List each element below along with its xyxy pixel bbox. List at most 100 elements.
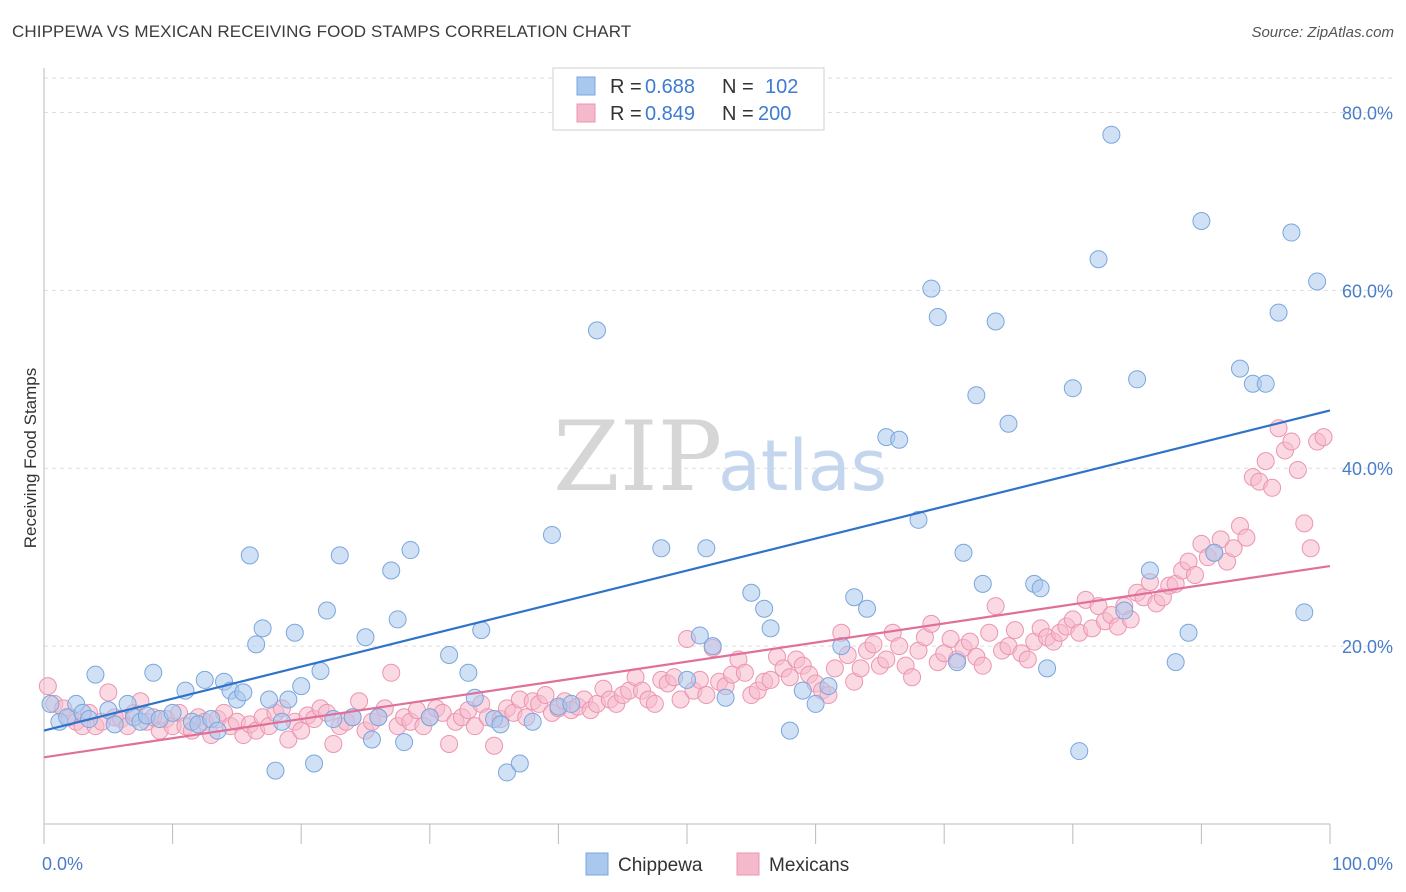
mexicans-point: [440, 734, 459, 753]
chippewa-point: [144, 663, 163, 682]
watermark-atlas: atlas: [718, 425, 887, 507]
mexicans-point: [941, 630, 960, 649]
chippewa-point: [742, 583, 761, 602]
mexicans-point: [350, 692, 369, 711]
bottom-legend-mexicans-swatch: [736, 852, 760, 876]
mexicans-point: [1301, 539, 1320, 558]
y-tick-label: 80.0%: [1342, 103, 1393, 123]
chippewa-point: [542, 525, 561, 544]
chippewa-point: [1031, 579, 1050, 598]
chart-title: CHIPPEWA VS MEXICAN RECEIVING FOOD STAMP…: [12, 22, 632, 41]
mexicans-point: [1018, 650, 1037, 669]
chippewa-point: [1269, 303, 1288, 322]
chippewa-point: [240, 546, 259, 565]
mexicans-point: [903, 668, 922, 687]
chippewa-point: [292, 677, 311, 696]
chippewa-point: [305, 754, 324, 773]
chippewa-point: [105, 715, 124, 734]
chippewa-point: [922, 279, 941, 298]
bottom-legend-chippewa-swatch: [585, 852, 609, 876]
mexicans-point: [780, 668, 799, 687]
chippewa-point: [420, 708, 439, 727]
chippewa-point: [780, 721, 799, 740]
mexicans-point: [1256, 452, 1275, 471]
legend-r-label: R =: [610, 103, 642, 125]
chippewa-point: [819, 677, 838, 696]
chippewa-point: [858, 599, 877, 618]
mexicans-point: [99, 683, 118, 702]
legend-n-label: N =: [722, 76, 754, 98]
y-tick-label: 60.0%: [1342, 281, 1393, 301]
mexicans-point: [697, 686, 716, 705]
bottom-legend: Chippewa Mexicans: [585, 852, 849, 876]
legend-r-value: 0.849: [645, 103, 695, 125]
chippewa-point: [440, 646, 459, 665]
legend-r-value: 0.688: [645, 76, 695, 98]
chippewa-point: [587, 321, 606, 340]
mexicans-point: [735, 663, 754, 682]
legend-r-label: R =: [610, 76, 642, 98]
chippewa-point: [806, 694, 825, 713]
chippewa-point: [1308, 272, 1327, 291]
chippewa-point: [1179, 623, 1198, 642]
legend-chippewa-swatch: [576, 76, 596, 96]
x-tick-label: 100.0%: [1332, 854, 1393, 874]
mexicans-point: [851, 659, 870, 678]
mexicans-point: [465, 717, 484, 736]
chippewa-point: [716, 688, 735, 707]
chippewa-point: [1128, 370, 1147, 389]
chippewa-point: [793, 681, 812, 700]
mexicans-point: [1005, 621, 1024, 640]
y-tick-labels: 20.0% 40.0% 60.0% 80.0%: [1342, 103, 1393, 657]
chippewa-point: [497, 763, 516, 782]
chippewa-point: [253, 619, 272, 638]
mexicans-point: [279, 730, 298, 749]
chippewa-point: [755, 599, 774, 618]
chippewa-point: [954, 543, 973, 562]
chippewa-point: [697, 539, 716, 558]
chippewa-point: [928, 308, 947, 327]
chippewa-point: [395, 733, 414, 752]
mexicans-point: [864, 635, 883, 654]
mexicans-points: [38, 419, 1333, 755]
y-tick-label: 40.0%: [1342, 459, 1393, 479]
chippewa-point: [562, 694, 581, 713]
chippewa-point: [388, 610, 407, 629]
chippewa-point: [678, 670, 696, 689]
chippewa-point: [1166, 653, 1185, 672]
chippewa-point: [260, 690, 279, 709]
chippewa-point: [163, 703, 182, 722]
mexicans-point: [1224, 539, 1243, 558]
mexicans-point: [382, 663, 401, 682]
watermark: ZIP atlas: [553, 401, 887, 513]
chippewa-point: [986, 312, 1005, 331]
chippewa-point: [890, 430, 909, 449]
chippewa-point: [86, 665, 105, 684]
chippewa-point: [909, 510, 928, 529]
chippewa-point: [523, 712, 542, 731]
mexicans-point: [973, 656, 992, 675]
chippewa-point: [459, 663, 478, 682]
chippewa-point: [967, 386, 986, 405]
chippewa-point: [1205, 543, 1224, 562]
chippewa-points: [41, 125, 1327, 782]
chippewa-point: [279, 690, 298, 709]
chippewa-point: [1038, 659, 1057, 678]
chippewa-point: [247, 635, 266, 654]
mexicans-point: [877, 650, 896, 669]
chippewa-point: [973, 574, 992, 593]
chippewa-point: [362, 730, 381, 749]
mexicans-point: [645, 694, 664, 713]
mexicans-point: [825, 659, 844, 678]
chippewa-point: [761, 619, 780, 638]
mexicans-point: [761, 670, 780, 689]
chippewa-point: [948, 653, 967, 672]
mexicans-point: [292, 721, 311, 740]
bottom-legend-chippewa: Chippewa: [618, 855, 703, 876]
mexicans-point: [1185, 565, 1204, 584]
chippewa-point: [510, 754, 529, 773]
y-tick-label: 20.0%: [1342, 637, 1393, 657]
mexicans-point: [1282, 432, 1301, 451]
mexicans-point: [485, 736, 504, 755]
